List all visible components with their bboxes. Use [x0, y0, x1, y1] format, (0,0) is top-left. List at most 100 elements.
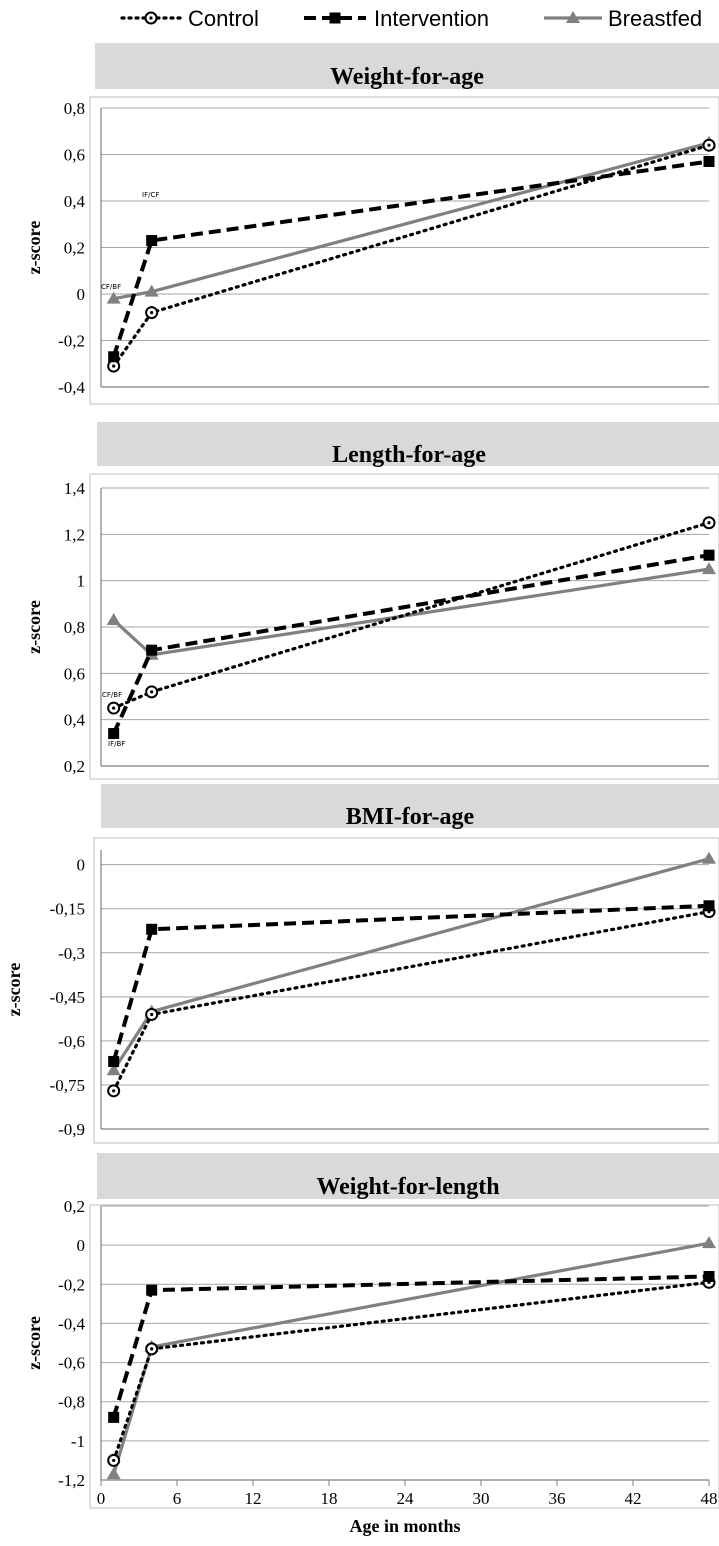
- x-tick-label: 12: [245, 1489, 262, 1508]
- data-point: [106, 613, 121, 626]
- annotation-label: CF/BF: [102, 691, 122, 699]
- series-breastfed: [106, 1236, 716, 1480]
- y-axis-label: z-score: [24, 600, 44, 654]
- panel-title-band: [101, 784, 719, 828]
- data-point: [703, 549, 715, 561]
- y-tick-label: -0,4: [58, 1314, 85, 1333]
- x-tick-label: 18: [321, 1489, 338, 1508]
- data-point: [145, 306, 159, 320]
- y-tick-label: 1,2: [64, 525, 85, 544]
- legend-marker-breastfed: [566, 11, 580, 23]
- data-point: [107, 701, 121, 715]
- y-tick-label: 0: [77, 285, 86, 304]
- series-line: [112, 1280, 711, 1463]
- data-point: [702, 851, 716, 864]
- legend-marker-intervention: [329, 12, 341, 24]
- y-tick-label: 0,4: [64, 192, 86, 211]
- series-line: [112, 143, 711, 368]
- data-point: [703, 900, 715, 912]
- x-tick-label: 24: [397, 1489, 415, 1508]
- y-tick-label: 0,8: [64, 618, 85, 637]
- annotation-label: IF/BF: [108, 740, 125, 748]
- panel-title: Weight-for-age: [330, 64, 484, 90]
- data-point: [106, 291, 121, 304]
- data-point: [107, 1453, 121, 1467]
- panel-bmi-for-age: BMI-for-age -0,9 -0,75 -0,6 -0,45 -0,3 -0,15 0 z…: [4, 784, 719, 1144]
- data-point: [146, 1284, 158, 1296]
- series-intervention: [108, 1270, 715, 1423]
- y-tick-label: -0,4: [58, 378, 85, 397]
- y-tick-label: -0,75: [50, 1076, 85, 1095]
- legend: Control Intervention Breastfed: [120, 6, 702, 31]
- data-point: [108, 351, 120, 363]
- y-tick-label: -0,15: [50, 900, 85, 919]
- data-point: [145, 1007, 159, 1021]
- series-intervention: [108, 549, 715, 740]
- x-tick-label: 0: [97, 1489, 106, 1508]
- panel-title-band: [97, 422, 719, 466]
- y-axis-label: z-score: [24, 221, 44, 275]
- x-axis-label: Age in months: [349, 1516, 460, 1536]
- series-breastfed: [106, 135, 716, 304]
- y-tick-label: 1: [77, 572, 86, 591]
- x-tick-label: 30: [473, 1489, 490, 1508]
- data-point: [702, 516, 716, 530]
- series-breastfed: [106, 851, 716, 1076]
- y-tick-label: 1,4: [64, 479, 86, 498]
- data-point: [702, 562, 716, 575]
- series-control: [107, 1275, 716, 1467]
- data-point: [106, 1063, 121, 1076]
- panel-weight-for-length: Weight-for-length -1,2 -1 -0,8 -0,6 -0,4 -0,2 0…: [24, 1153, 719, 1536]
- data-point: [144, 284, 159, 297]
- panel-frame: [89, 96, 719, 405]
- y-tick-label: -0,6: [58, 1032, 85, 1051]
- legend-marker-control: [144, 11, 158, 25]
- data-point: [702, 138, 716, 152]
- series-control: [107, 516, 716, 715]
- y-axis-label: z-score: [4, 963, 24, 1017]
- annotation-label: CF/BF: [101, 283, 121, 291]
- series-breastfed: [106, 562, 716, 660]
- y-tick-label: 0,4: [64, 711, 86, 730]
- legend-label-intervention: Intervention: [374, 6, 489, 31]
- y-tick-label: 0,2: [64, 757, 85, 776]
- y-tick-label: 0,6: [64, 664, 85, 683]
- y-tick-label: -0,2: [58, 1275, 85, 1294]
- y-tick-label: 0,2: [64, 1197, 85, 1216]
- series-control: [107, 905, 716, 1098]
- x-tick-label: 36: [549, 1489, 566, 1508]
- y-tick-label: -0,9: [58, 1120, 85, 1139]
- series-control: [107, 138, 716, 373]
- data-point: [146, 235, 158, 247]
- y-tick-label: -0,45: [50, 988, 85, 1007]
- y-tick-label: 0,2: [64, 239, 85, 258]
- panel-frame: [89, 473, 719, 780]
- series-line: [112, 857, 710, 1072]
- x-tick-label: 48: [701, 1489, 718, 1508]
- chart-panels: Weight-for-age -0,4 -0,2 0 0,2 0,4 0,6 0,8 z-sco…: [4, 43, 719, 1536]
- y-tick-label: 0,8: [64, 99, 85, 118]
- data-point: [107, 1084, 121, 1098]
- series-intervention: [108, 900, 715, 1067]
- data-point: [145, 685, 159, 699]
- series-line: [112, 910, 711, 1093]
- legend-label-control: Control: [188, 6, 259, 31]
- panel-frame: [93, 837, 719, 1144]
- data-point: [146, 644, 158, 656]
- panel-frame: [89, 1204, 719, 1509]
- y-tick-label: -1: [71, 1432, 85, 1451]
- panel-title: Length-for-age: [332, 442, 486, 468]
- y-tick-label: -1,2: [58, 1471, 85, 1490]
- data-point: [146, 923, 158, 935]
- x-tick-label: 6: [173, 1489, 182, 1508]
- data-point: [703, 155, 715, 167]
- series-intervention: [108, 155, 715, 363]
- data-point: [108, 728, 120, 740]
- panel-title-band: [95, 43, 719, 89]
- y-tick-label: 0,6: [64, 146, 85, 165]
- y-tick-label: 0: [77, 856, 86, 875]
- series-line: [113, 141, 710, 301]
- panel-title-band: [97, 1153, 719, 1199]
- x-tick-label: 42: [625, 1489, 642, 1508]
